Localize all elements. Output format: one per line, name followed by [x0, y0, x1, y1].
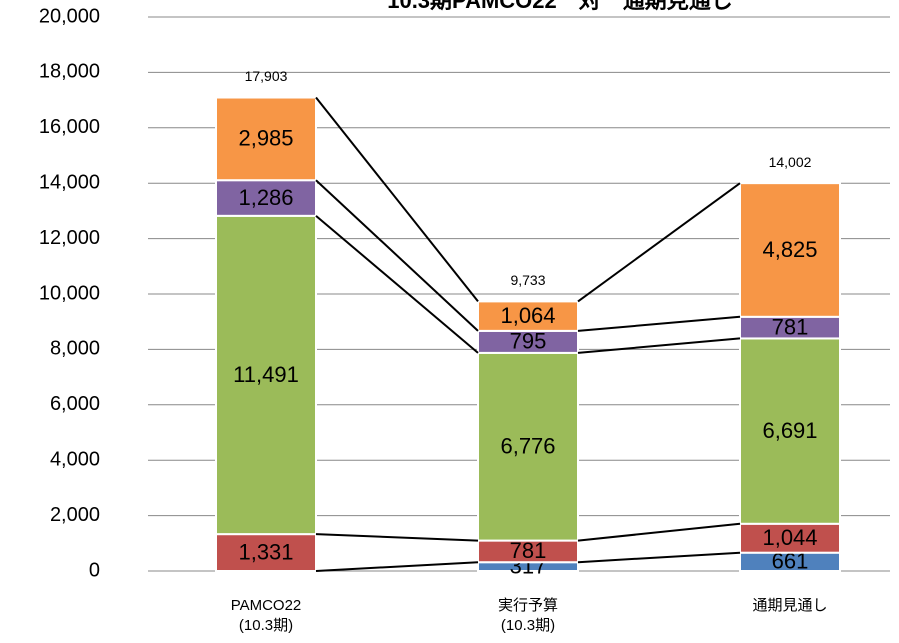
bar-segment	[215, 214, 317, 536]
connector-line	[577, 315, 741, 332]
connector-line	[577, 182, 741, 303]
bar-segment	[215, 179, 317, 217]
connector-line	[315, 533, 479, 542]
bar-segment	[477, 351, 579, 542]
data-label: 795	[510, 329, 547, 354]
data-label: 4,825	[762, 237, 817, 262]
connector-line	[577, 522, 741, 542]
data-label: 1,331	[238, 539, 293, 564]
total-label: 9,733	[510, 272, 545, 288]
chart-title: 10.3期PAMCO22 対 通期見通し	[387, 0, 733, 13]
y-tick-label: 18,000	[39, 61, 100, 83]
bar-segment	[215, 96, 317, 182]
y-tick-label: 14,000	[39, 171, 100, 193]
bar-segment	[739, 337, 841, 525]
connector-line	[577, 551, 741, 564]
bar-segment	[739, 182, 841, 318]
connector-line	[315, 96, 479, 303]
data-label: 1,286	[238, 185, 293, 210]
x-tick-label: 実行予算 (10.3期)	[497, 597, 558, 634]
y-tick-label: 12,000	[39, 227, 100, 249]
data-label: 11,491	[233, 362, 299, 387]
data-label: 1,044	[762, 525, 817, 550]
connector-line	[315, 561, 479, 572]
x-tick-label: 通期見通し	[752, 597, 828, 614]
bar-segment	[215, 533, 317, 572]
connector-line	[315, 179, 479, 332]
y-tick-label: 8,000	[50, 338, 100, 360]
y-tick-label: 4,000	[50, 448, 100, 470]
bar-segment	[477, 300, 579, 332]
total-label: 17,903	[245, 68, 288, 84]
data-label: 2,985	[238, 126, 293, 151]
x-tick-label: PAMCO22 (10.3期)	[230, 597, 302, 634]
total-label: 14,002	[769, 154, 812, 170]
y-tick-label: 10,000	[39, 282, 100, 304]
connector-line	[315, 215, 479, 354]
y-tick-label: 6,000	[50, 393, 100, 415]
y-tick-label: 16,000	[39, 116, 100, 138]
y-tick-label: 2,000	[50, 504, 100, 526]
data-label: 781	[510, 538, 547, 563]
data-label: 6,691	[762, 418, 817, 443]
connector-line	[577, 337, 741, 354]
data-label: 1,064	[500, 303, 555, 328]
data-label: 6,776	[500, 434, 555, 459]
y-tick-label: 20,000	[39, 5, 100, 27]
data-label: 781	[772, 314, 809, 339]
y-tick-label: 0	[89, 559, 100, 581]
